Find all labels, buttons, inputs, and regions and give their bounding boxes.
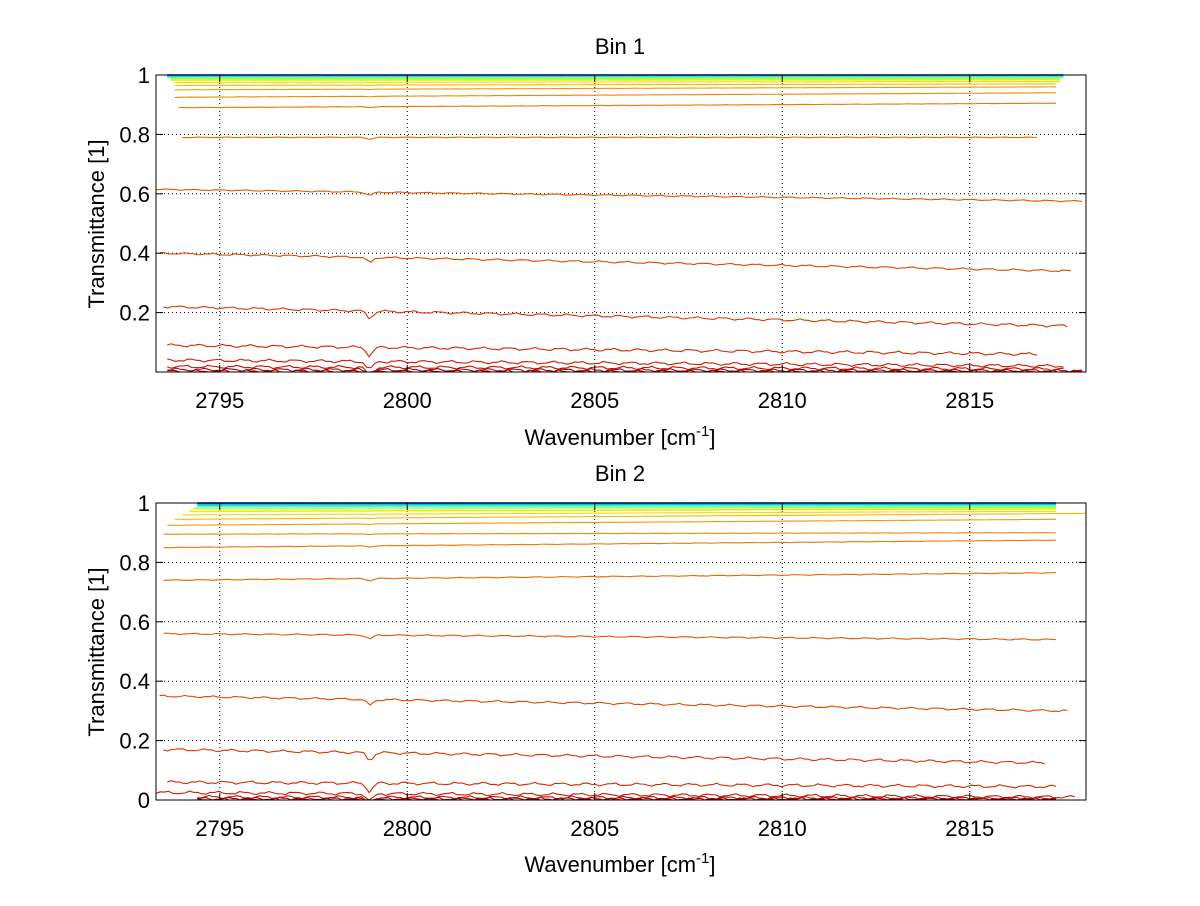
series-line-curve-09 — [175, 87, 1056, 90]
x-tick-label: 2815 — [945, 388, 994, 413]
series-line-curve-12 — [182, 137, 1037, 139]
series-group — [156, 75, 1082, 372]
series-line-curve-16 — [167, 781, 1056, 793]
series-line-curve-15 — [164, 749, 1045, 764]
y-tick-label: 0 — [138, 788, 150, 813]
x-axis-label-text: Wavenumber [cm — [524, 852, 696, 877]
y-axis-label: Transmittance [1] — [84, 139, 109, 308]
series-line-curve-16 — [167, 344, 1037, 357]
x-tick-label: 2815 — [945, 816, 994, 841]
x-tick-label: 2800 — [383, 388, 432, 413]
y-tick-label: 0.6 — [119, 610, 150, 635]
series-line-curve-14 — [160, 252, 1071, 271]
x-tick-label: 2800 — [383, 816, 432, 841]
y-tick-label: 0.8 — [119, 122, 150, 147]
series-line-curve-12 — [164, 572, 1057, 580]
y-tick-label: 0.2 — [119, 301, 150, 326]
x-tick-label: 2805 — [570, 816, 619, 841]
series-line-curve-06 — [190, 509, 1056, 511]
x-tick-label: 2810 — [758, 388, 807, 413]
plot-title: Bin 2 — [595, 461, 645, 486]
series-line-curve-09 — [167, 519, 1056, 525]
series-line-curve-10 — [164, 533, 1057, 535]
series-line-curve-14 — [160, 695, 1068, 711]
x-tick-label: 2795 — [195, 388, 244, 413]
x-axis-label: Wavenumber [cm-1] — [524, 423, 715, 450]
series-line-curve-11 — [179, 103, 1057, 108]
series-line-curve-11 — [164, 540, 1057, 548]
x-axis-label-end: ] — [709, 425, 715, 450]
axes-box — [156, 75, 1086, 372]
y-tick-label: 0.2 — [119, 729, 150, 754]
y-tick-label: 0.4 — [119, 669, 150, 694]
x-axis-label-superscript: -1 — [696, 850, 709, 867]
x-tick-label: 2805 — [570, 388, 619, 413]
x-axis-label-superscript: -1 — [696, 423, 709, 440]
y-tick-label: 1 — [138, 491, 150, 516]
y-tick-label: 0.6 — [119, 182, 150, 207]
y-tick-label: 1 — [138, 63, 150, 88]
series-line-curve-07 — [175, 82, 1060, 83]
plot-title: Bin 1 — [595, 34, 645, 59]
y-tick-label: 0.8 — [119, 550, 150, 575]
x-axis-label: Wavenumber [cm-1] — [524, 850, 715, 877]
series-line-curve-10 — [175, 93, 1056, 98]
series-line-curve-13 — [164, 633, 1057, 640]
y-axis-label: Transmittance [1] — [84, 567, 109, 736]
grid — [156, 75, 1086, 372]
y-tick-label: 0.4 — [119, 241, 150, 266]
series-line-curve-05 — [194, 507, 1057, 508]
series-line-curve-13 — [156, 189, 1082, 202]
series-line-curve-15 — [164, 306, 1068, 327]
series-line-curve-08 — [175, 84, 1056, 86]
plot-bin-2: Bin 2 2795 2800 2805 2810 2815 0 0.2 0.4 0.6 0.8 1… — [84, 461, 1086, 877]
x-tick-label: 2810 — [758, 816, 807, 841]
series-line-curve-04 — [197, 506, 1056, 507]
series-line-curve-17 — [167, 359, 1063, 368]
x-tick-label: 2795 — [195, 816, 244, 841]
series-group — [156, 503, 1086, 800]
x-axis-label-end: ] — [709, 852, 715, 877]
x-axis-label-text: Wavenumber [cm — [524, 425, 696, 450]
